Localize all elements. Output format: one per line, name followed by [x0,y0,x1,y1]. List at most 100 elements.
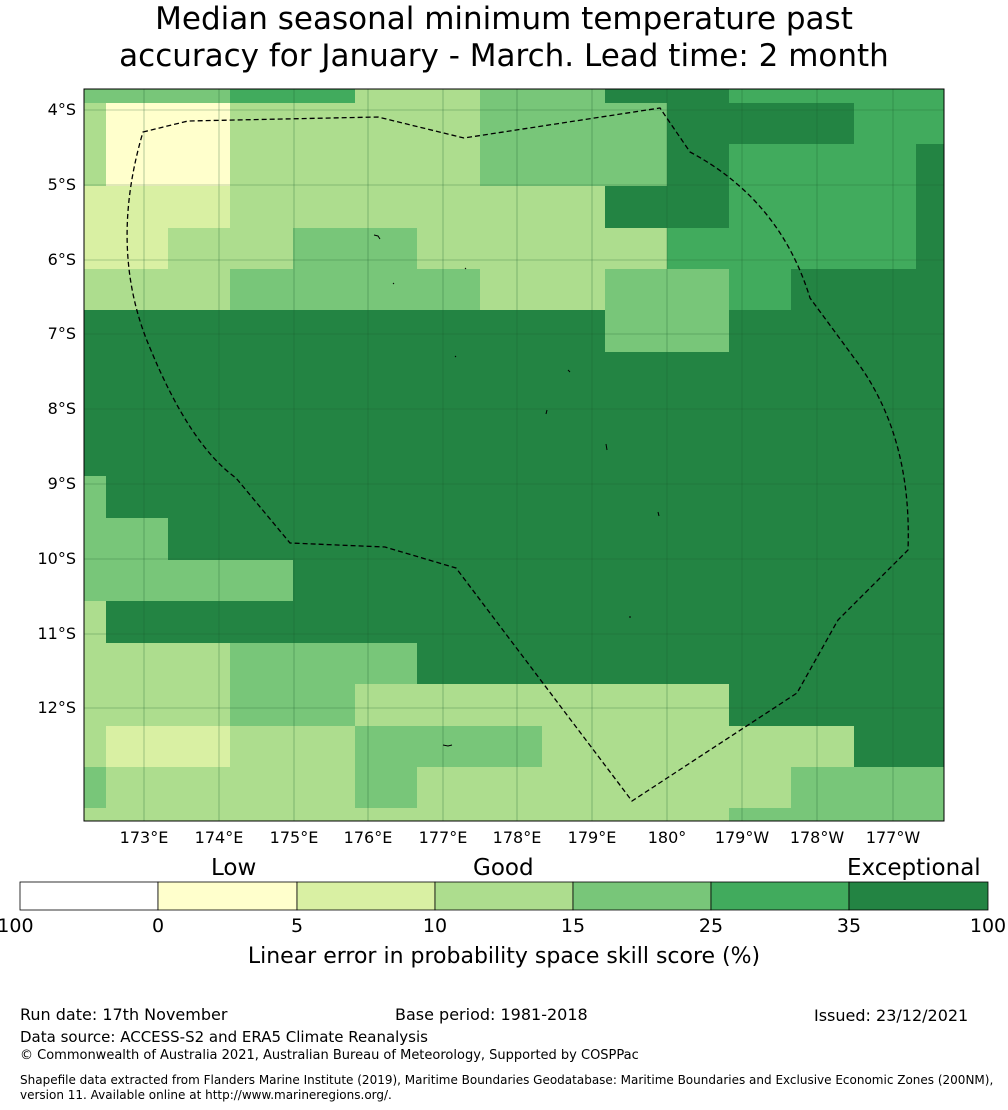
latitude-label: 7°S [47,324,76,343]
grid-cell [791,726,855,768]
grid-cell [355,435,418,477]
grid-cell [854,228,917,270]
grid-cell [480,186,543,229]
grid-cell [417,643,481,685]
grid-cell [293,518,356,561]
grid-cell [480,228,543,270]
grid-cell [293,310,356,353]
grid-cell [605,726,668,768]
grid-cell [854,560,917,602]
grid-cell [480,643,543,685]
grid-cell [168,352,231,395]
grid-cell [729,643,792,685]
colorbar-tick-label: 15 [560,915,586,937]
grid-cell [417,435,481,477]
grid-cell [667,726,730,768]
grid-cell [791,186,855,229]
colorbar-tick-label: 35 [836,915,862,937]
grid-cell [230,394,294,436]
island-marker [454,355,457,358]
longitude-label: 173°E [119,828,169,847]
grid-cell [729,684,792,727]
grid-cell [293,352,356,395]
grid-cell [230,684,294,727]
grid-cell [293,435,356,477]
grid-cell [667,89,730,104]
grid-cell [84,352,107,395]
grid-cell [480,269,543,311]
grid-cell [230,518,294,561]
colorbar-segment [848,881,989,911]
grid-cell [542,186,606,229]
chart-title-line-2: accuracy for January - March. Lead time:… [119,38,889,74]
grid-cell [230,435,294,477]
grid-cell [168,643,231,685]
grid-cell [106,394,169,436]
grid-cell [84,435,107,477]
grid-cell [417,808,481,822]
island-marker [545,409,548,415]
category-exceptional: Exceptional [847,855,981,881]
grid-cell [791,394,855,436]
grid-cell [168,228,231,270]
grid-cell [168,808,231,822]
colorbar-segment [296,881,436,911]
grid-cell [480,89,543,104]
grid-cell [729,476,792,519]
grid-cell [667,394,730,436]
grid-cell [84,269,107,311]
grid-cell [355,767,418,809]
colorbar-segment [157,881,298,911]
grid-cell [542,476,606,519]
grid-cell [729,435,792,477]
grid-cell [605,808,668,822]
grid-cell [854,186,917,229]
grid-cell [667,228,730,270]
longitude-label: 179°E [567,828,617,847]
grid-cell [480,684,543,727]
grid-cell [293,144,356,187]
grid-cell [916,643,945,685]
grid-cell [729,518,792,561]
grid-cell [667,684,730,727]
grid-cell [293,394,356,436]
grid-cell [355,228,418,270]
grid-cell [230,89,294,104]
colorbar-tick-label: 100 [969,915,1007,937]
grid-cell [791,352,855,395]
grid-cell [230,808,294,822]
grid-cell [605,228,668,270]
grid-cell [417,186,481,229]
grid-cell [168,726,231,768]
grid-cell [791,808,855,822]
island-marker [392,282,395,285]
grid-cell [667,560,730,602]
grid-cell [605,310,668,353]
grid-cell [355,808,418,822]
grid-cell [106,186,169,229]
colorbar-tick-label: -100 [0,915,34,937]
shapefile-credit: Shapefile data extracted from Flanders M… [20,1073,994,1102]
grid-cell [667,144,730,187]
grid-cell [230,352,294,395]
grid-cell [293,601,356,644]
grid-cell [480,808,543,822]
grid-cell [480,560,543,602]
grid-cell [293,560,356,602]
grid-cell [355,726,418,768]
grid-cell [542,228,606,270]
grid-cell [355,144,418,187]
grid-cell [106,89,169,104]
grid-cell [84,643,107,685]
grid-cell [230,767,294,809]
grid-cell [106,560,169,602]
grid-cell [480,601,543,644]
grid-cell [916,352,945,395]
grid-cell [605,144,668,187]
grid-cell [542,310,606,353]
grid-cell [480,310,543,353]
grid-cell [417,352,481,395]
grid-cell [168,684,231,727]
grid-cell [667,518,730,561]
colorbar-tick-label: 0 [151,915,165,937]
